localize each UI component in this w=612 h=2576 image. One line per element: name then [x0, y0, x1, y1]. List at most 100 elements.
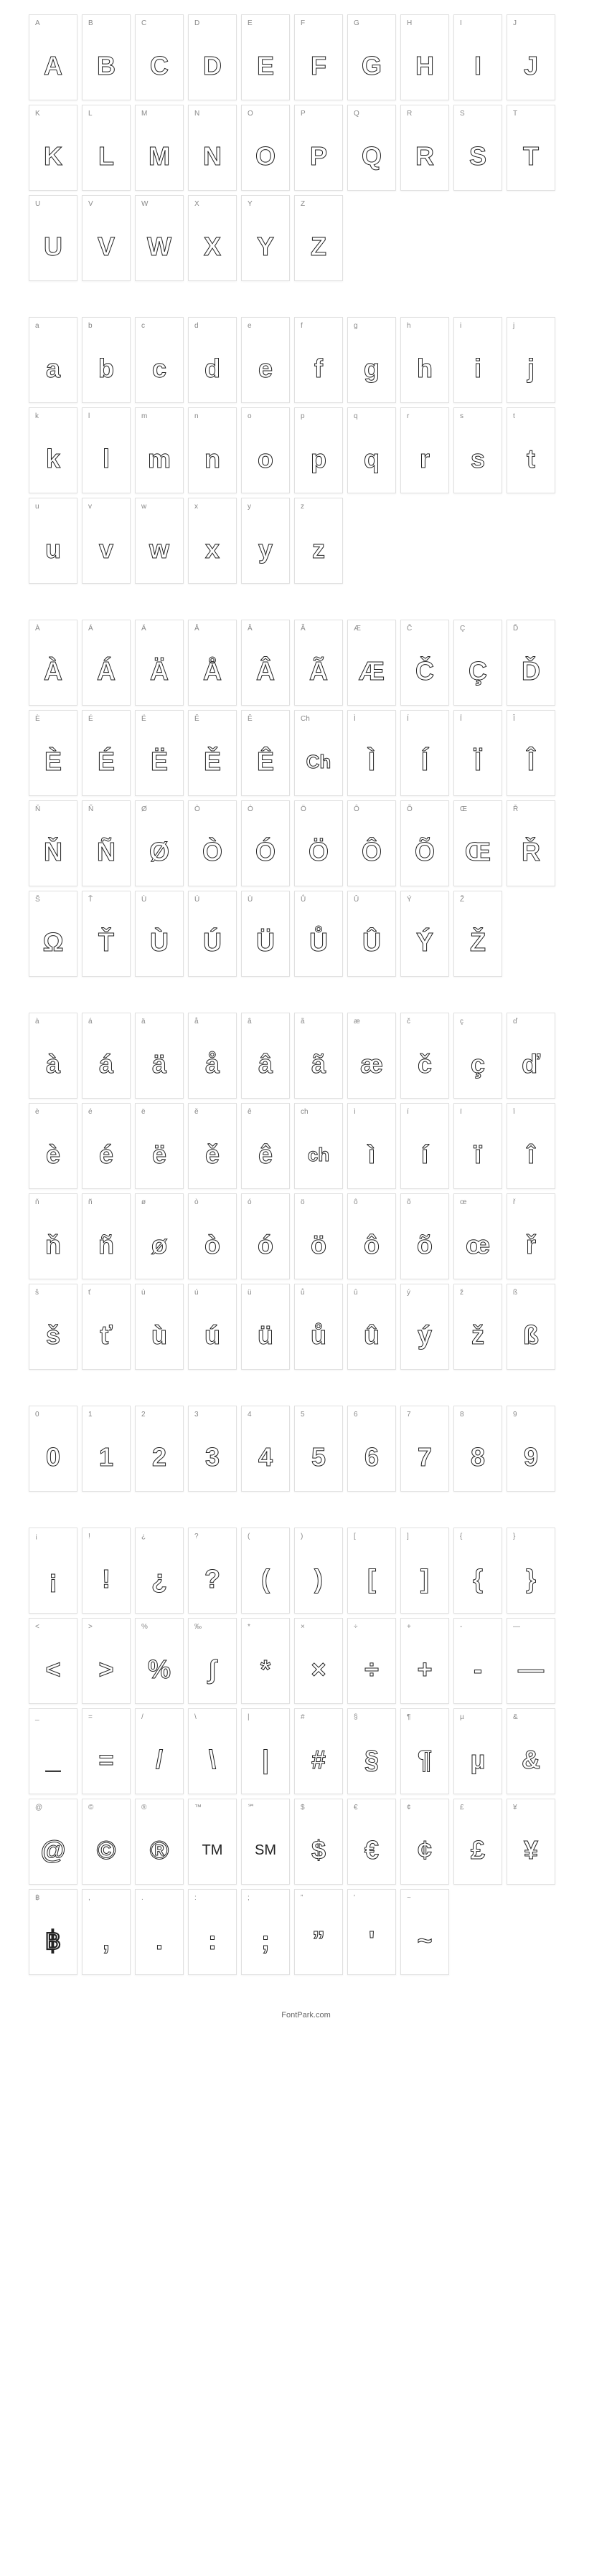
- glyph-cell: ‰∫: [188, 1618, 237, 1704]
- glyph-cell: ¢¢: [400, 1799, 449, 1885]
- glyph-cell: ÔÔ: [347, 800, 396, 886]
- glyph-label: Š: [29, 891, 77, 909]
- glyph-cell: ÍÍ: [400, 710, 449, 796]
- glyph-label: ý: [401, 1284, 448, 1302]
- glyph-label: Û: [348, 891, 395, 909]
- glyph-label: ß: [507, 1284, 555, 1302]
- glyph-cell: '': [347, 1889, 396, 1975]
- glyph-char: Ü: [242, 909, 289, 976]
- glyph-char: /: [136, 1726, 183, 1794]
- glyph-char: ö: [295, 1211, 342, 1279]
- glyph-cell: ňň: [29, 1193, 77, 1279]
- glyph-label: š: [29, 1284, 77, 1302]
- glyph-label: č: [401, 1013, 448, 1031]
- glyph-char: ř: [507, 1211, 555, 1279]
- glyph-char: ¢: [401, 1817, 448, 1884]
- glyph-cell: ~~: [400, 1889, 449, 1975]
- glyph-cell: ÏÏ: [453, 710, 502, 796]
- glyph-char: ;: [242, 1907, 289, 1974]
- glyph-cell: SS: [453, 105, 502, 191]
- glyph-char: ฿: [29, 1907, 77, 1974]
- glyph-label: V: [83, 196, 130, 213]
- glyph-char: Ž: [454, 909, 502, 976]
- glyph-cell: rr: [400, 407, 449, 493]
- glyph-cell: ûû: [347, 1284, 396, 1370]
- glyph-cell: ůů: [294, 1284, 343, 1370]
- glyph-cell: QQ: [347, 105, 396, 191]
- glyph-label: ×: [295, 1619, 342, 1636]
- glyph-char: Ú: [189, 909, 236, 976]
- glyph-label: s: [454, 408, 502, 425]
- glyph-label: ì: [348, 1104, 395, 1121]
- glyph-label: ň: [29, 1194, 77, 1211]
- glyph-cell: AA: [29, 14, 77, 100]
- glyph-cell: ¶¶: [400, 1708, 449, 1794]
- glyph-char: ?: [189, 1545, 236, 1613]
- glyph-cell: ??: [188, 1528, 237, 1614]
- glyph-cell: ÝÝ: [400, 891, 449, 977]
- glyph-cell: ËË: [135, 710, 184, 796]
- glyph-cell: pp: [294, 407, 343, 493]
- glyph-cell: nn: [188, 407, 237, 493]
- glyph-cell: ýý: [400, 1284, 449, 1370]
- glyph-label: ú: [189, 1284, 236, 1302]
- glyph-label: ô: [348, 1194, 395, 1211]
- glyph-cell: BB: [82, 14, 131, 100]
- glyph-label: t: [507, 408, 555, 425]
- glyph-cell: øø: [135, 1193, 184, 1279]
- glyph-char: Î: [507, 728, 555, 795]
- glyph-label: ©: [83, 1799, 130, 1817]
- glyph-label: Ç: [454, 620, 502, 638]
- glyph-cell: ÊÊ: [241, 710, 290, 796]
- glyph-char: Ö: [295, 818, 342, 886]
- section-uppercase-accented: ÀÀÁÁÄÄÅÅÂÂÃÃÆÆČČÇÇĎĎÈÈÉÉËËĚĚÊÊChChÌÌÍÍÏÏ…: [29, 620, 583, 977]
- glyph-cell: ää: [135, 1013, 184, 1099]
- glyph-label: C: [136, 15, 183, 32]
- glyph-cell: ÇÇ: [453, 620, 502, 706]
- glyph-cell: OO: [241, 105, 290, 191]
- glyph-label: <: [29, 1619, 77, 1636]
- glyph-char: q: [348, 425, 395, 493]
- glyph-cell: ÂÂ: [241, 620, 290, 706]
- glyph-char: ): [295, 1545, 342, 1613]
- glyph-cell: ŽŽ: [453, 891, 502, 977]
- glyph-label: Ù: [136, 891, 183, 909]
- glyph-label: Ř: [507, 801, 555, 818]
- glyph-cell: MM: [135, 105, 184, 191]
- glyph-char: ď: [507, 1031, 555, 1098]
- glyph-char: TM: [189, 1817, 236, 1884]
- glyph-char: Ë: [136, 728, 183, 795]
- glyph-label: ù: [136, 1284, 183, 1302]
- glyph-cell: VV: [82, 195, 131, 281]
- glyph-cell: žž: [453, 1284, 502, 1370]
- glyph-cell: ââ: [241, 1013, 290, 1099]
- glyph-label: %: [136, 1619, 183, 1636]
- glyph-cell: üü: [241, 1284, 290, 1370]
- glyph-label: ‰: [189, 1619, 236, 1636]
- glyph-label: ': [348, 1890, 395, 1907]
- glyph-cell: xx: [188, 498, 237, 584]
- glyph-cell: ””: [294, 1889, 343, 1975]
- glyph-char: Œ: [454, 818, 502, 886]
- glyph-char: Ť: [83, 909, 130, 976]
- glyph-cell: GG: [347, 14, 396, 100]
- glyph-label: G: [348, 15, 395, 32]
- glyph-label: é: [83, 1104, 130, 1121]
- glyph-label: @: [29, 1799, 77, 1817]
- glyph-char: D: [189, 32, 236, 100]
- glyph-label: ”: [295, 1890, 342, 1907]
- glyph-label: É: [83, 711, 130, 728]
- glyph-char: :: [189, 1907, 236, 1974]
- glyph-cell: RR: [400, 105, 449, 191]
- glyph-label: Ö: [295, 801, 342, 818]
- glyph-char: Ó: [242, 818, 289, 886]
- glyph-label: ž: [454, 1284, 502, 1302]
- glyph-char: {: [454, 1545, 502, 1613]
- glyph-char: 5: [295, 1424, 342, 1491]
- glyph-cell: ÙÙ: [135, 891, 184, 977]
- glyph-cell: ãã: [294, 1013, 343, 1099]
- glyph-cell: $$: [294, 1799, 343, 1885]
- glyph-char: L: [83, 123, 130, 190]
- glyph-cell: PP: [294, 105, 343, 191]
- glyph-char: H: [401, 32, 448, 100]
